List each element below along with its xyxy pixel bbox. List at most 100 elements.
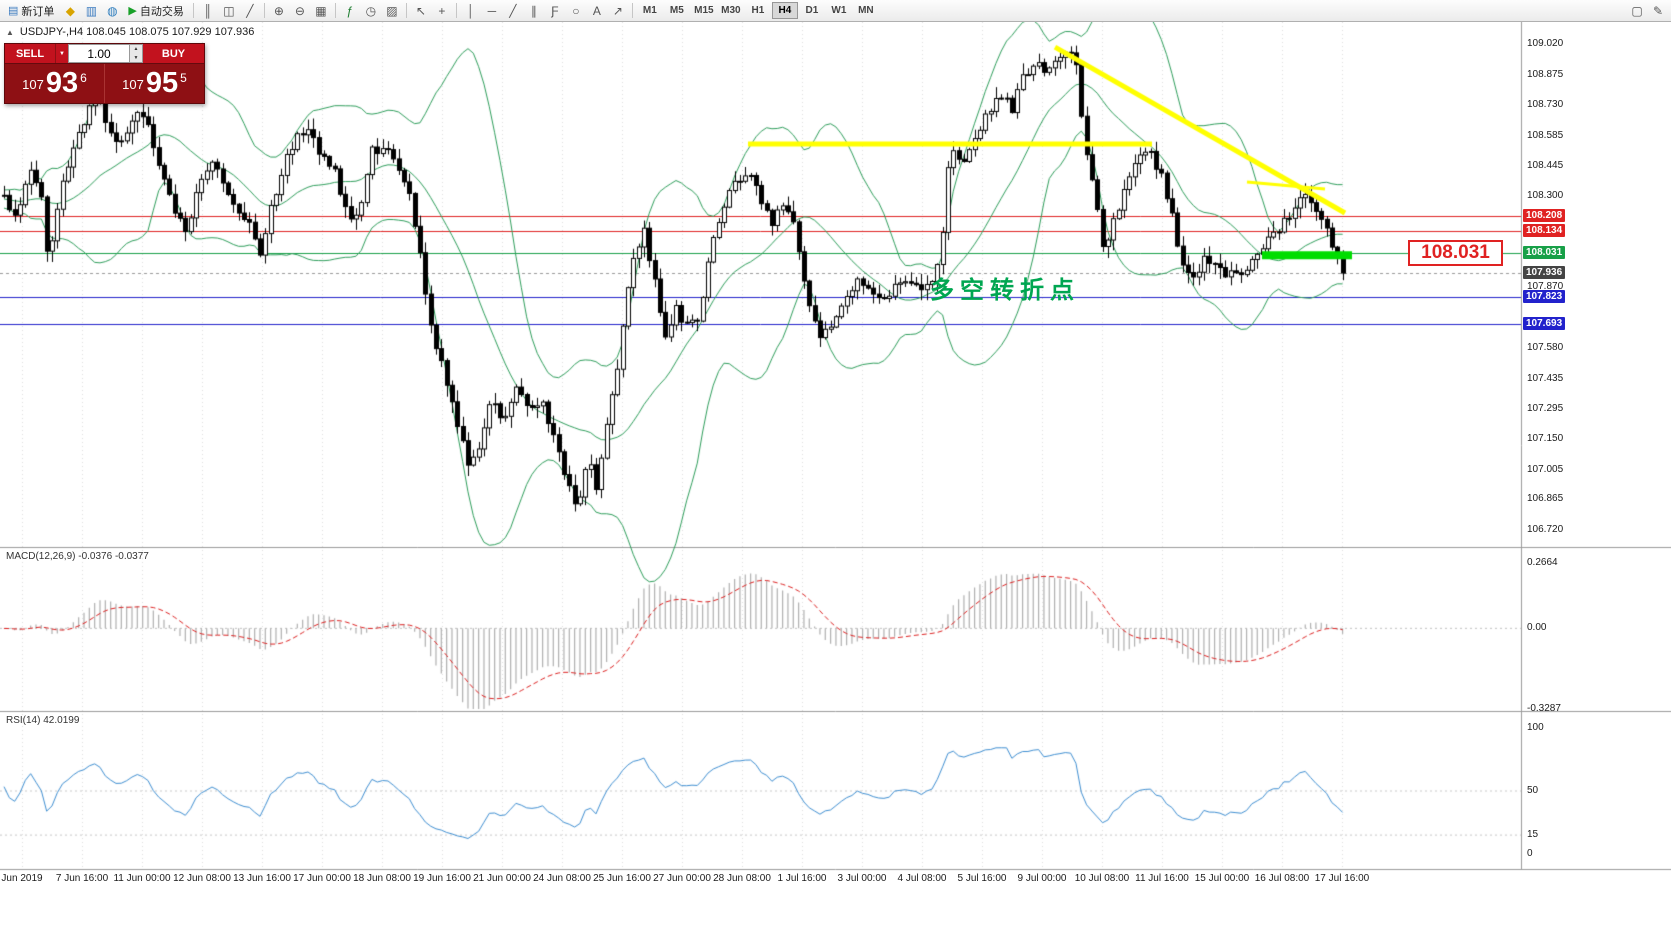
timeframe-button-mn[interactable]: MN	[858, 5, 874, 16]
time-axis-label: 3 Jul 00:00	[837, 873, 887, 884]
price-scale-label: 108.585	[1527, 129, 1564, 141]
bar-chart-icon: ║	[203, 3, 213, 18]
arrow-tool-icon: ↗	[612, 3, 623, 18]
collapse-panel-icon[interactable]: ▲	[6, 27, 14, 37]
shapes-icon[interactable]: ○	[566, 2, 586, 20]
charts-grid-icon: ▥	[85, 3, 98, 18]
symbol-ohlc-text: USDJPY-,H4 108.045 108.075 107.929 107.9…	[19, 26, 255, 38]
timeframe-button-m15[interactable]: M15	[694, 5, 714, 16]
timeframe-button-m1[interactable]: M1	[642, 5, 657, 16]
rsi-scale-label: 15	[1527, 829, 1539, 841]
time-axis-label: 13 Jun 16:00	[233, 873, 291, 884]
toolbar-separator	[455, 3, 457, 18]
time-axis-label: 5 Jul 16:00	[957, 873, 1007, 884]
time-axis-label: 25 Jun 16:00	[593, 873, 651, 884]
buy-price-figure: 107	[122, 77, 144, 92]
autotrading-button[interactable]: ▶ 自动交易	[123, 2, 188, 20]
price-scale-label: 107.435	[1527, 372, 1564, 384]
timeframe-button-h4[interactable]: H4	[771, 2, 798, 19]
one-click-trading-panel: SELL ▼ 1.00 ▲ ▼ BUY 107 93 6 107 95 5	[4, 43, 205, 104]
equidistant-channel-icon[interactable]: ∥	[524, 2, 544, 20]
rsi-scale-label: 100	[1527, 722, 1544, 733]
order-type-dropdown[interactable]: ▼	[55, 44, 68, 63]
toolbar-separator	[334, 3, 336, 18]
sell-button[interactable]: SELL	[5, 44, 55, 63]
tile-windows-icon[interactable]: ▦	[311, 2, 331, 20]
fibonacci-icon[interactable]: Ƒ	[545, 2, 565, 20]
timeframe-button-m30[interactable]: M30	[721, 5, 741, 16]
timeframe-button-d1[interactable]: D1	[805, 5, 819, 16]
autotrading-button-label: 自动交易	[139, 5, 184, 18]
spinner-up-icon[interactable]: ▲	[133, 46, 139, 53]
time-axis-label: 1 Jul 16:00	[777, 873, 827, 884]
trendline-icon[interactable]: ╱	[503, 2, 523, 20]
price-scale-label: 108.300	[1527, 190, 1564, 202]
line-chart-icon[interactable]: ╱	[240, 2, 260, 20]
price-line-badge: 107.693	[1523, 317, 1566, 331]
volume-spinner[interactable]: ▲ ▼	[130, 44, 143, 63]
shapes-icon: ○	[572, 3, 580, 18]
toolbar-separator	[631, 3, 633, 18]
toolbar-separator	[405, 3, 407, 18]
macd-indicator-label: MACD(12,26,9) -0.0376 -0.0377	[6, 551, 149, 562]
arrow-tool-icon[interactable]: ↗	[608, 2, 628, 20]
vertical-line-icon[interactable]: │	[461, 2, 481, 20]
templates-icon: ▨	[386, 3, 398, 18]
time-axis-label: 11 Jul 16:00	[1135, 873, 1189, 884]
price-chart-canvas[interactable]	[0, 22, 1671, 942]
price-scale[interactable]: 109.020 108.875 108.730 108.585 108.445 108.3…	[1521, 22, 1671, 889]
price-scale-label: 107.150	[1527, 433, 1564, 445]
candlestick-chart-icon[interactable]: ◫	[219, 2, 239, 20]
rsi-scale-label: 0	[1527, 848, 1533, 859]
time-axis-label: 12 Jun 08:00	[173, 873, 231, 884]
community-icon[interactable]: ◍	[102, 2, 122, 20]
timeframe-button-h1[interactable]: H1	[751, 5, 765, 16]
timeframe-button-m5[interactable]: M5	[669, 5, 684, 16]
price-scale-label: 106.865	[1527, 493, 1564, 505]
buy-button[interactable]: BUY	[143, 44, 204, 63]
window-icon[interactable]: ▢	[1627, 2, 1647, 20]
text-icon: A	[592, 3, 601, 18]
bar-chart-icon[interactable]: ║	[198, 2, 218, 20]
main-toolbar: ▤ 新订单 ◆ ▥ ◍ ▶ 自动交易 ║ ◫ ╱ ⊕ ⊖ ▦ ƒ ◷ ▨ ↖ + │ ─ ╱ ∥ Ƒ ○ A ↗ M1 M5 M15 M3…	[0, 0, 1671, 22]
sell-price-button[interactable]: 107 93 6	[5, 64, 105, 103]
spinner-down-icon[interactable]: ▼	[133, 54, 139, 61]
chart-annotation-text[interactable]: 多空转折点	[930, 277, 1080, 304]
indicators-icon: ƒ	[346, 3, 354, 18]
price-scale-label: 106.720	[1527, 524, 1564, 535]
cursor-icon[interactable]: ↖	[411, 2, 431, 20]
zoom-out-icon[interactable]: ⊖	[290, 2, 310, 20]
toolbar-separator	[192, 3, 194, 18]
time-axis[interactable]: Jun 2019 7 Jun 16:00 11 Jun 00:00 12 Jun 08…	[0, 869, 1521, 893]
volume-input[interactable]: 1.00	[68, 44, 130, 63]
community-icon: ◍	[107, 3, 118, 18]
text-icon[interactable]: A	[587, 2, 607, 20]
toolbar-separator	[263, 3, 265, 18]
mql5-market-icon[interactable]: ◆	[60, 2, 80, 20]
templates-icon[interactable]: ▨	[382, 2, 402, 20]
crosshair-icon[interactable]: +	[432, 2, 452, 20]
rsi-indicator-label: RSI(14) 42.0199	[6, 715, 80, 726]
sell-price-point: 6	[80, 71, 87, 85]
periods-icon[interactable]: ◷	[361, 2, 381, 20]
time-axis-label: 17 Jun 00:00	[293, 873, 351, 884]
charts-grid-icon[interactable]: ▥	[81, 2, 101, 20]
time-axis-label: 11 Jun 00:00	[113, 873, 171, 884]
buy-price-button[interactable]: 107 95 5	[105, 64, 204, 103]
line-chart-icon: ╱	[246, 3, 254, 18]
zoom-in-icon[interactable]: ⊕	[269, 2, 289, 20]
horizontal-line-icon[interactable]: ─	[482, 2, 502, 20]
new-order-button[interactable]: ▤ 新订单	[3, 2, 59, 20]
zoom-out-icon: ⊖	[294, 3, 305, 18]
indicators-icon[interactable]: ƒ	[340, 2, 360, 20]
trendline-icon: ╱	[509, 3, 517, 18]
pencil-icon[interactable]: ✎	[1648, 2, 1668, 20]
time-axis-label: 19 Jun 16:00	[413, 873, 471, 884]
equidistant-channel-icon: ∥	[530, 3, 537, 18]
time-axis-label: 27 Jun 00:00	[653, 873, 711, 884]
price-callout-label[interactable]: 108.031	[1408, 240, 1503, 266]
timeframe-button-w1[interactable]: W1	[831, 5, 847, 16]
trade-panel-header: SELL ▼ 1.00 ▲ ▼ BUY	[5, 44, 204, 64]
rsi-scale-label: 50	[1527, 785, 1539, 796]
buy-price-pips: 95	[145, 67, 179, 99]
